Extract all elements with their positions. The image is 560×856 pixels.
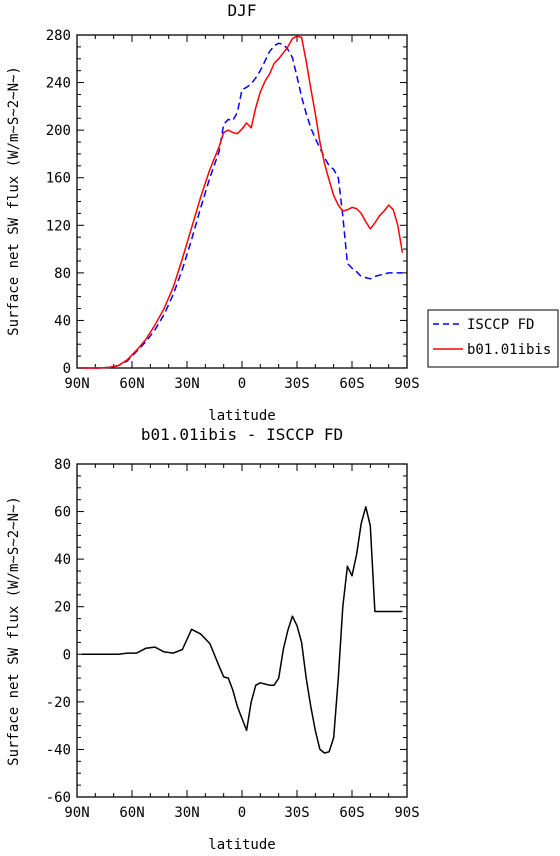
y-axis-label: Surface net SW flux (W/m~S~2~N~) [6,496,22,766]
y-tick-label: 20 [54,600,71,616]
y-tick-label: 160 [46,171,71,187]
series-line-difference [81,506,403,754]
x-tick-label: 90S [394,805,419,821]
x-tick-label: 30N [174,805,199,821]
plot-frame [76,34,408,369]
series-line-b01-01ibis [81,35,404,369]
y-tick-label: 80 [54,457,71,473]
x-axis-label: latitude [208,837,275,851]
x-axis-label: latitude [208,408,275,424]
y-tick-label: 80 [54,266,71,282]
x-tick-label: 90S [394,376,419,392]
x-tick-label: 30S [284,376,309,392]
y-tick-label: 280 [46,28,71,44]
x-tick-label: 30S [284,805,309,821]
top-chart-panel: DJF 90N 60N 30N 0 30S 60S 90S 0 40 80 120 160 200 240… [6,1,420,424]
bottom-chart-panel: b01.01ibis - ISCCP FD 90N 60N 30N 0 30S 60S 90… [6,425,420,853]
y-tick-label: 120 [46,218,71,234]
y-tick-label: 40 [54,552,71,568]
y-tick-label: 240 [46,76,71,92]
x-tick-label: 60S [339,376,364,392]
y-tick-label: 0 [63,647,71,663]
x-tick-label: 60S [339,805,364,821]
x-tick-label: 30N [174,376,199,392]
legend: ISCCP FD b01.01ibis [427,309,559,368]
y-axis-label: Surface net SW flux (W/m~S~2~N~) [6,66,22,336]
x-tick-label: 90N [64,376,89,392]
x-tick-label: 60N [119,805,144,821]
chart-title: b01.01ibis - ISCCP FD [141,425,343,444]
legend-box [427,309,559,368]
y-tick-label: 0 [63,361,71,377]
y-tick-label: -60 [46,790,71,806]
y-tick-label: 60 [54,505,71,521]
legend-label-model: b01.01ibis [467,342,551,358]
plot-frame [76,463,408,798]
series-line-isccp-fd [81,42,403,369]
legend-label-isccp: ISCCP FD [467,317,534,333]
y-tick-label: 200 [46,123,71,139]
y-tick-label: -40 [46,742,71,758]
x-tick-label: 0 [238,805,246,821]
y-tick-label: -20 [46,695,71,711]
x-tick-label: 90N [64,805,89,821]
y-tick-label: 40 [54,313,71,329]
x-tick-label: 0 [238,376,246,392]
chart-title: DJF [228,1,257,20]
x-tick-label: 60N [119,376,144,392]
